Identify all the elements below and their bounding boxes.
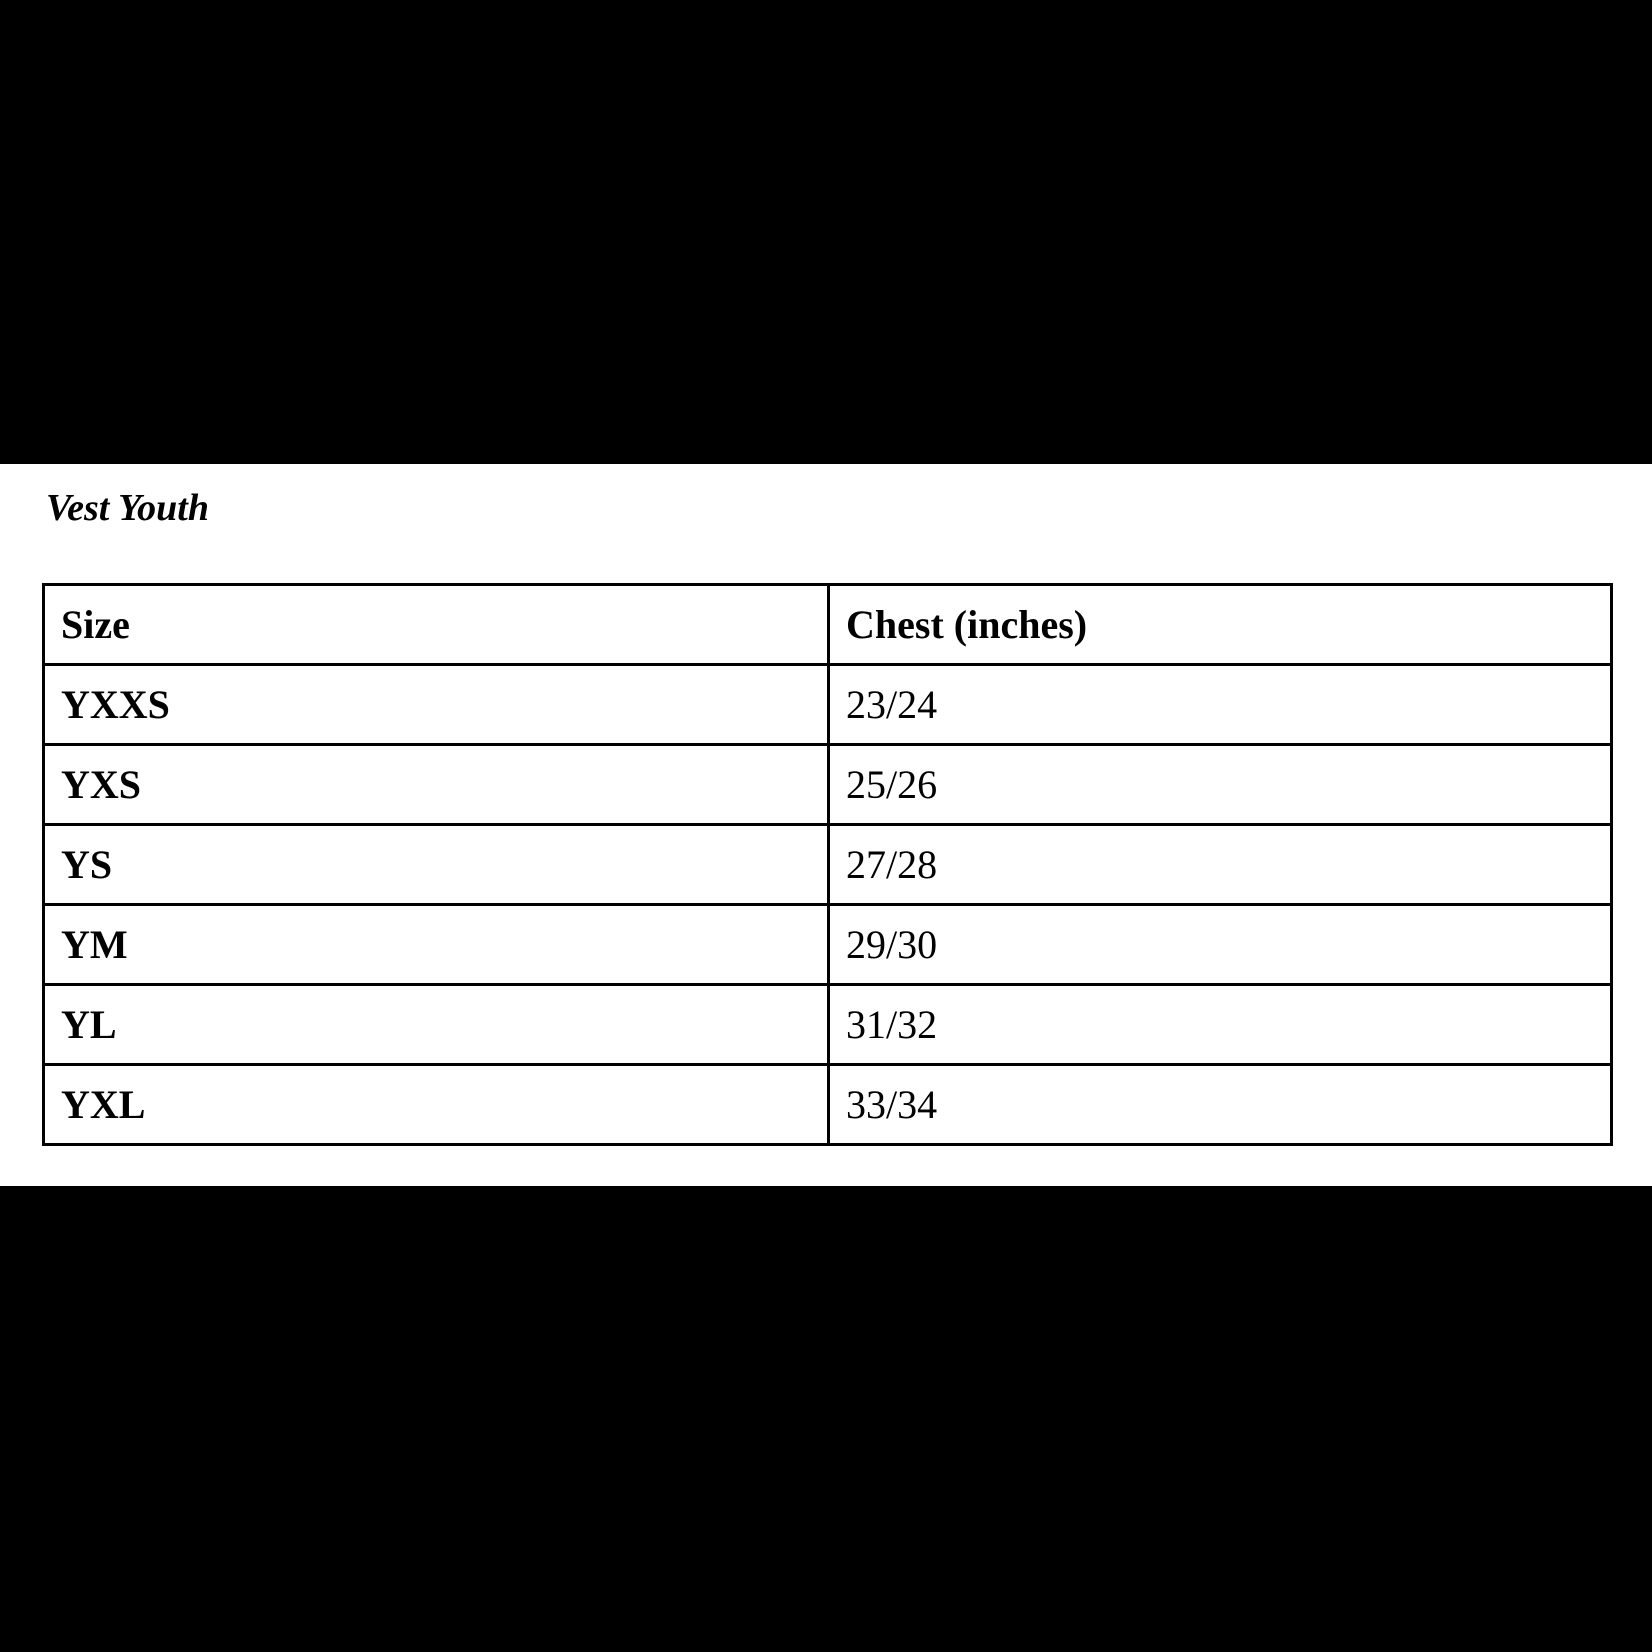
chest-cell: 29/30	[827, 903, 1613, 986]
chest-cell: 23/24	[827, 663, 1613, 746]
size-cell: YM	[42, 903, 830, 986]
table-row: YL 31/32	[42, 983, 1613, 1066]
table-row: YXS 25/26	[42, 743, 1613, 826]
size-cell: YXXS	[42, 663, 830, 746]
chest-cell: 27/28	[827, 823, 1613, 906]
column-header-chest: Chest (inches)	[827, 583, 1613, 666]
chest-cell: 31/32	[827, 983, 1613, 1066]
top-letterbox-band	[0, 0, 1652, 464]
document-page: Vest Youth Size Chest (inches) YXXS 23/2…	[0, 464, 1652, 1186]
size-cell: YS	[42, 823, 830, 906]
page-title: Vest Youth	[46, 487, 209, 529]
bottom-letterbox-band	[0, 1186, 1652, 1652]
size-chart-table: Size Chest (inches) YXXS 23/24 YXS 25/26…	[42, 583, 1613, 1146]
chest-cell: 25/26	[827, 743, 1613, 826]
table-row: YS 27/28	[42, 823, 1613, 906]
size-cell: YXL	[42, 1063, 830, 1146]
size-cell: YXS	[42, 743, 830, 826]
size-cell: YL	[42, 983, 830, 1066]
table-row: YM 29/30	[42, 903, 1613, 986]
chest-cell: 33/34	[827, 1063, 1613, 1146]
table-row: YXXS 23/24	[42, 663, 1613, 746]
table-header-row: Size Chest (inches)	[42, 583, 1613, 666]
column-header-size: Size	[42, 583, 830, 666]
table-row: YXL 33/34	[42, 1063, 1613, 1146]
